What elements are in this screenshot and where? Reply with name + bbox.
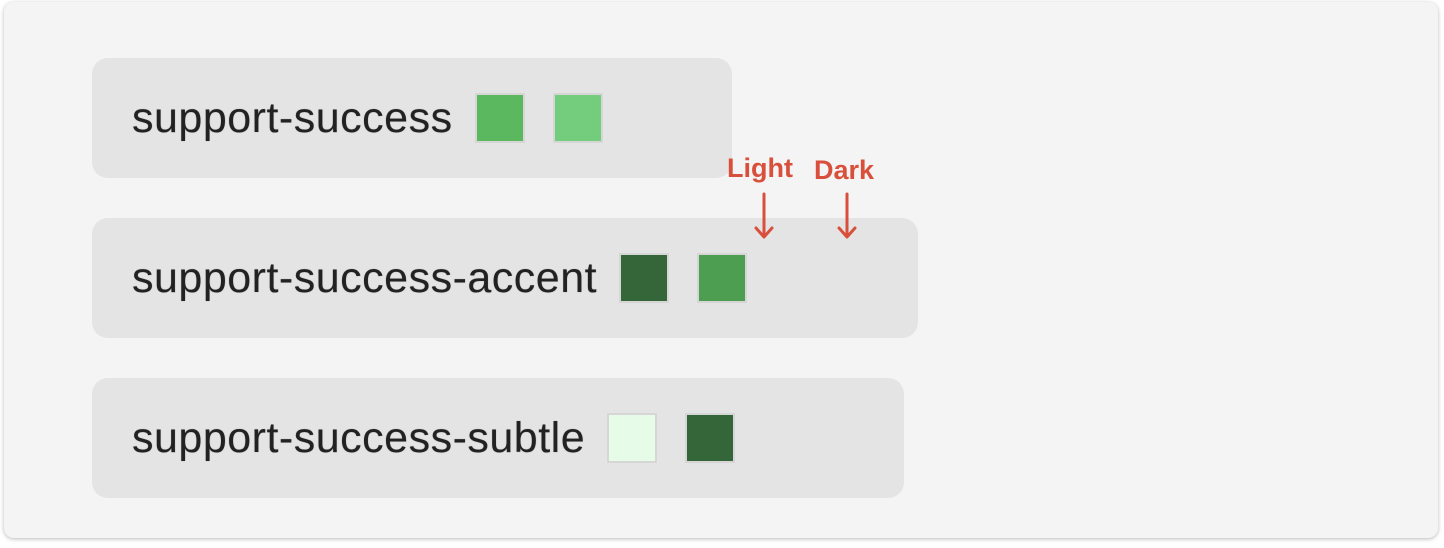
token-row-support-success-accent: support-success-accent	[92, 218, 918, 338]
token-name: support-success-accent	[132, 253, 598, 302]
dark-swatch	[685, 413, 736, 463]
dark-annotation-label: Dark	[814, 155, 875, 185]
color-token-panel: support-success support-success-accent s…	[4, 2, 1438, 538]
light-annotation-label: Light	[727, 153, 793, 183]
dark-swatch	[552, 93, 603, 143]
dark-swatch	[697, 253, 748, 303]
dark-arrow-icon	[837, 192, 857, 239]
light-swatch	[607, 413, 658, 463]
token-name: support-success	[132, 93, 453, 142]
light-arrow-icon	[754, 192, 774, 239]
light-swatch	[474, 93, 525, 143]
token-row-support-success-subtle: support-success-subtle	[92, 378, 904, 498]
token-name: support-success-subtle	[132, 413, 586, 462]
token-row-support-success: support-success	[92, 58, 732, 178]
light-swatch	[619, 253, 670, 303]
